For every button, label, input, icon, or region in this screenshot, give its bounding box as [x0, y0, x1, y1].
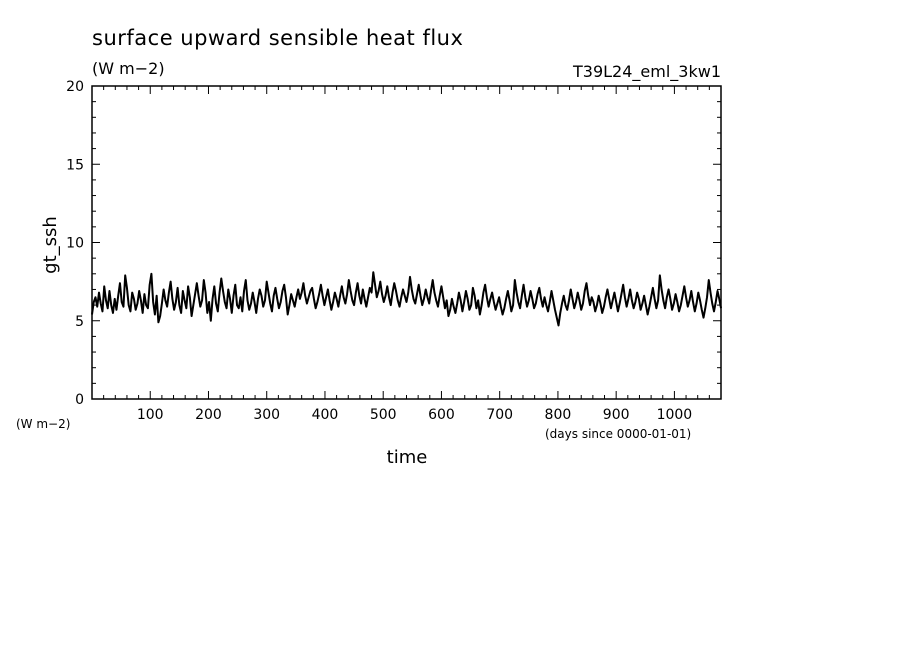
x-tick-label: 600 — [428, 407, 455, 423]
x-units-label: (days since 0000-01-01) — [545, 427, 691, 441]
x-tick-labels: 100 200 300 400 500 600 700 800 900 1000 — [137, 407, 692, 423]
x-tick-label: 900 — [603, 407, 630, 423]
chart-subtitle: (W m−2) — [92, 59, 165, 78]
y-tick-label: 5 — [75, 314, 84, 330]
plot-frame — [91, 85, 722, 400]
x-tick-label: 300 — [253, 407, 280, 423]
x-tick-label: 700 — [486, 407, 513, 423]
x-tick-label: 400 — [312, 407, 339, 423]
x-tick-label: 500 — [370, 407, 397, 423]
x-tick-label: 1000 — [657, 407, 693, 423]
y-tick-label: 0 — [75, 392, 84, 408]
x-tick-label: 800 — [545, 407, 572, 423]
y-tick-label: 10 — [66, 236, 84, 252]
series-line — [91, 271, 722, 327]
y-tick-labels: 0 5 10 15 20 — [66, 79, 84, 408]
y-tick-label: 15 — [66, 157, 84, 173]
axis-ticks — [92, 86, 721, 399]
x-tick-label: 200 — [195, 407, 222, 423]
run-label: T39L24_eml_3kw1 — [572, 62, 721, 82]
x-tick-label: 100 — [137, 407, 164, 423]
y-axis-label: gt_ssh — [40, 216, 61, 274]
chart-title: surface upward sensible heat flux — [92, 26, 463, 50]
y-units-label: (W m−2) — [16, 417, 70, 431]
x-axis-label: time — [387, 447, 428, 468]
y-tick-label: 20 — [66, 79, 84, 95]
